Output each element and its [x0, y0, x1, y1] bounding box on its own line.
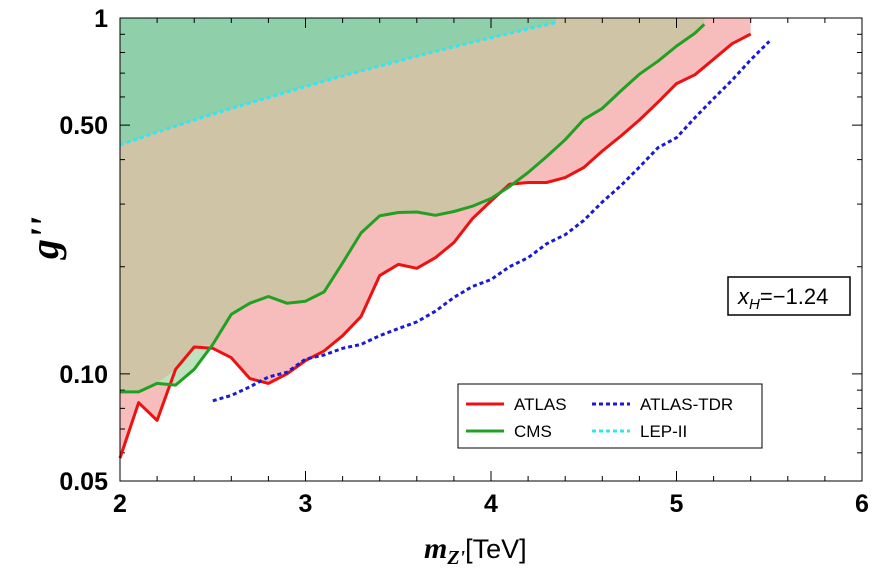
x-axis-label-sub: Z'	[446, 547, 465, 569]
x-tick-label: 5	[670, 490, 684, 518]
legend-box	[457, 383, 763, 449]
x-tick-label: 2	[113, 490, 127, 518]
y-tick-label: 0.05	[59, 468, 108, 496]
annotation-box: xH=−1.24	[727, 276, 851, 316]
x-axis-label-main: m	[424, 532, 447, 565]
y-tick-label: 0.10	[59, 361, 108, 389]
y-tick-label: 0.50	[59, 112, 108, 140]
tick-labels: 2 3 4 5 6 0.05 0.10 0.50 1	[59, 5, 869, 518]
x-tick-label: 6	[855, 490, 869, 518]
series-line-lep-ii	[119, 21, 557, 147]
annotation-rest: =−1.24	[760, 284, 829, 309]
x-axis-label: mZ'[TeV]	[424, 532, 527, 569]
legend-label-atlas: ATLAS	[514, 395, 567, 414]
annotation-sub: H	[749, 296, 760, 313]
lep-excluded-region	[120, 18, 556, 145]
exclusion-fills	[120, 18, 751, 459]
x-tick-label: 3	[299, 490, 313, 518]
legend-label-lep-ii: LEP-II	[640, 422, 687, 441]
legend-label-atlas-tdr: ATLAS-TDR	[640, 395, 733, 414]
series-lines	[118, 21, 771, 459]
y-axis-label: g''	[22, 217, 67, 260]
x-tick-label: 4	[484, 490, 498, 518]
legend: ATLAS CMS ATLAS-TDR LEP-II	[457, 383, 763, 449]
x-axis-label-unit: [TeV]	[465, 534, 527, 564]
annotation-base: x	[737, 284, 750, 309]
series-line-atlas-tdr	[212, 40, 771, 403]
plot-frame	[119, 17, 863, 482]
legend-label-cms: CMS	[514, 422, 552, 441]
annotation-text: xH=−1.24	[737, 284, 828, 313]
y-tick-label: 1	[94, 5, 108, 33]
overlap-excluded-region	[120, 18, 705, 392]
series-line-atlas	[118, 32, 752, 459]
series-line-cms	[120, 23, 706, 394]
